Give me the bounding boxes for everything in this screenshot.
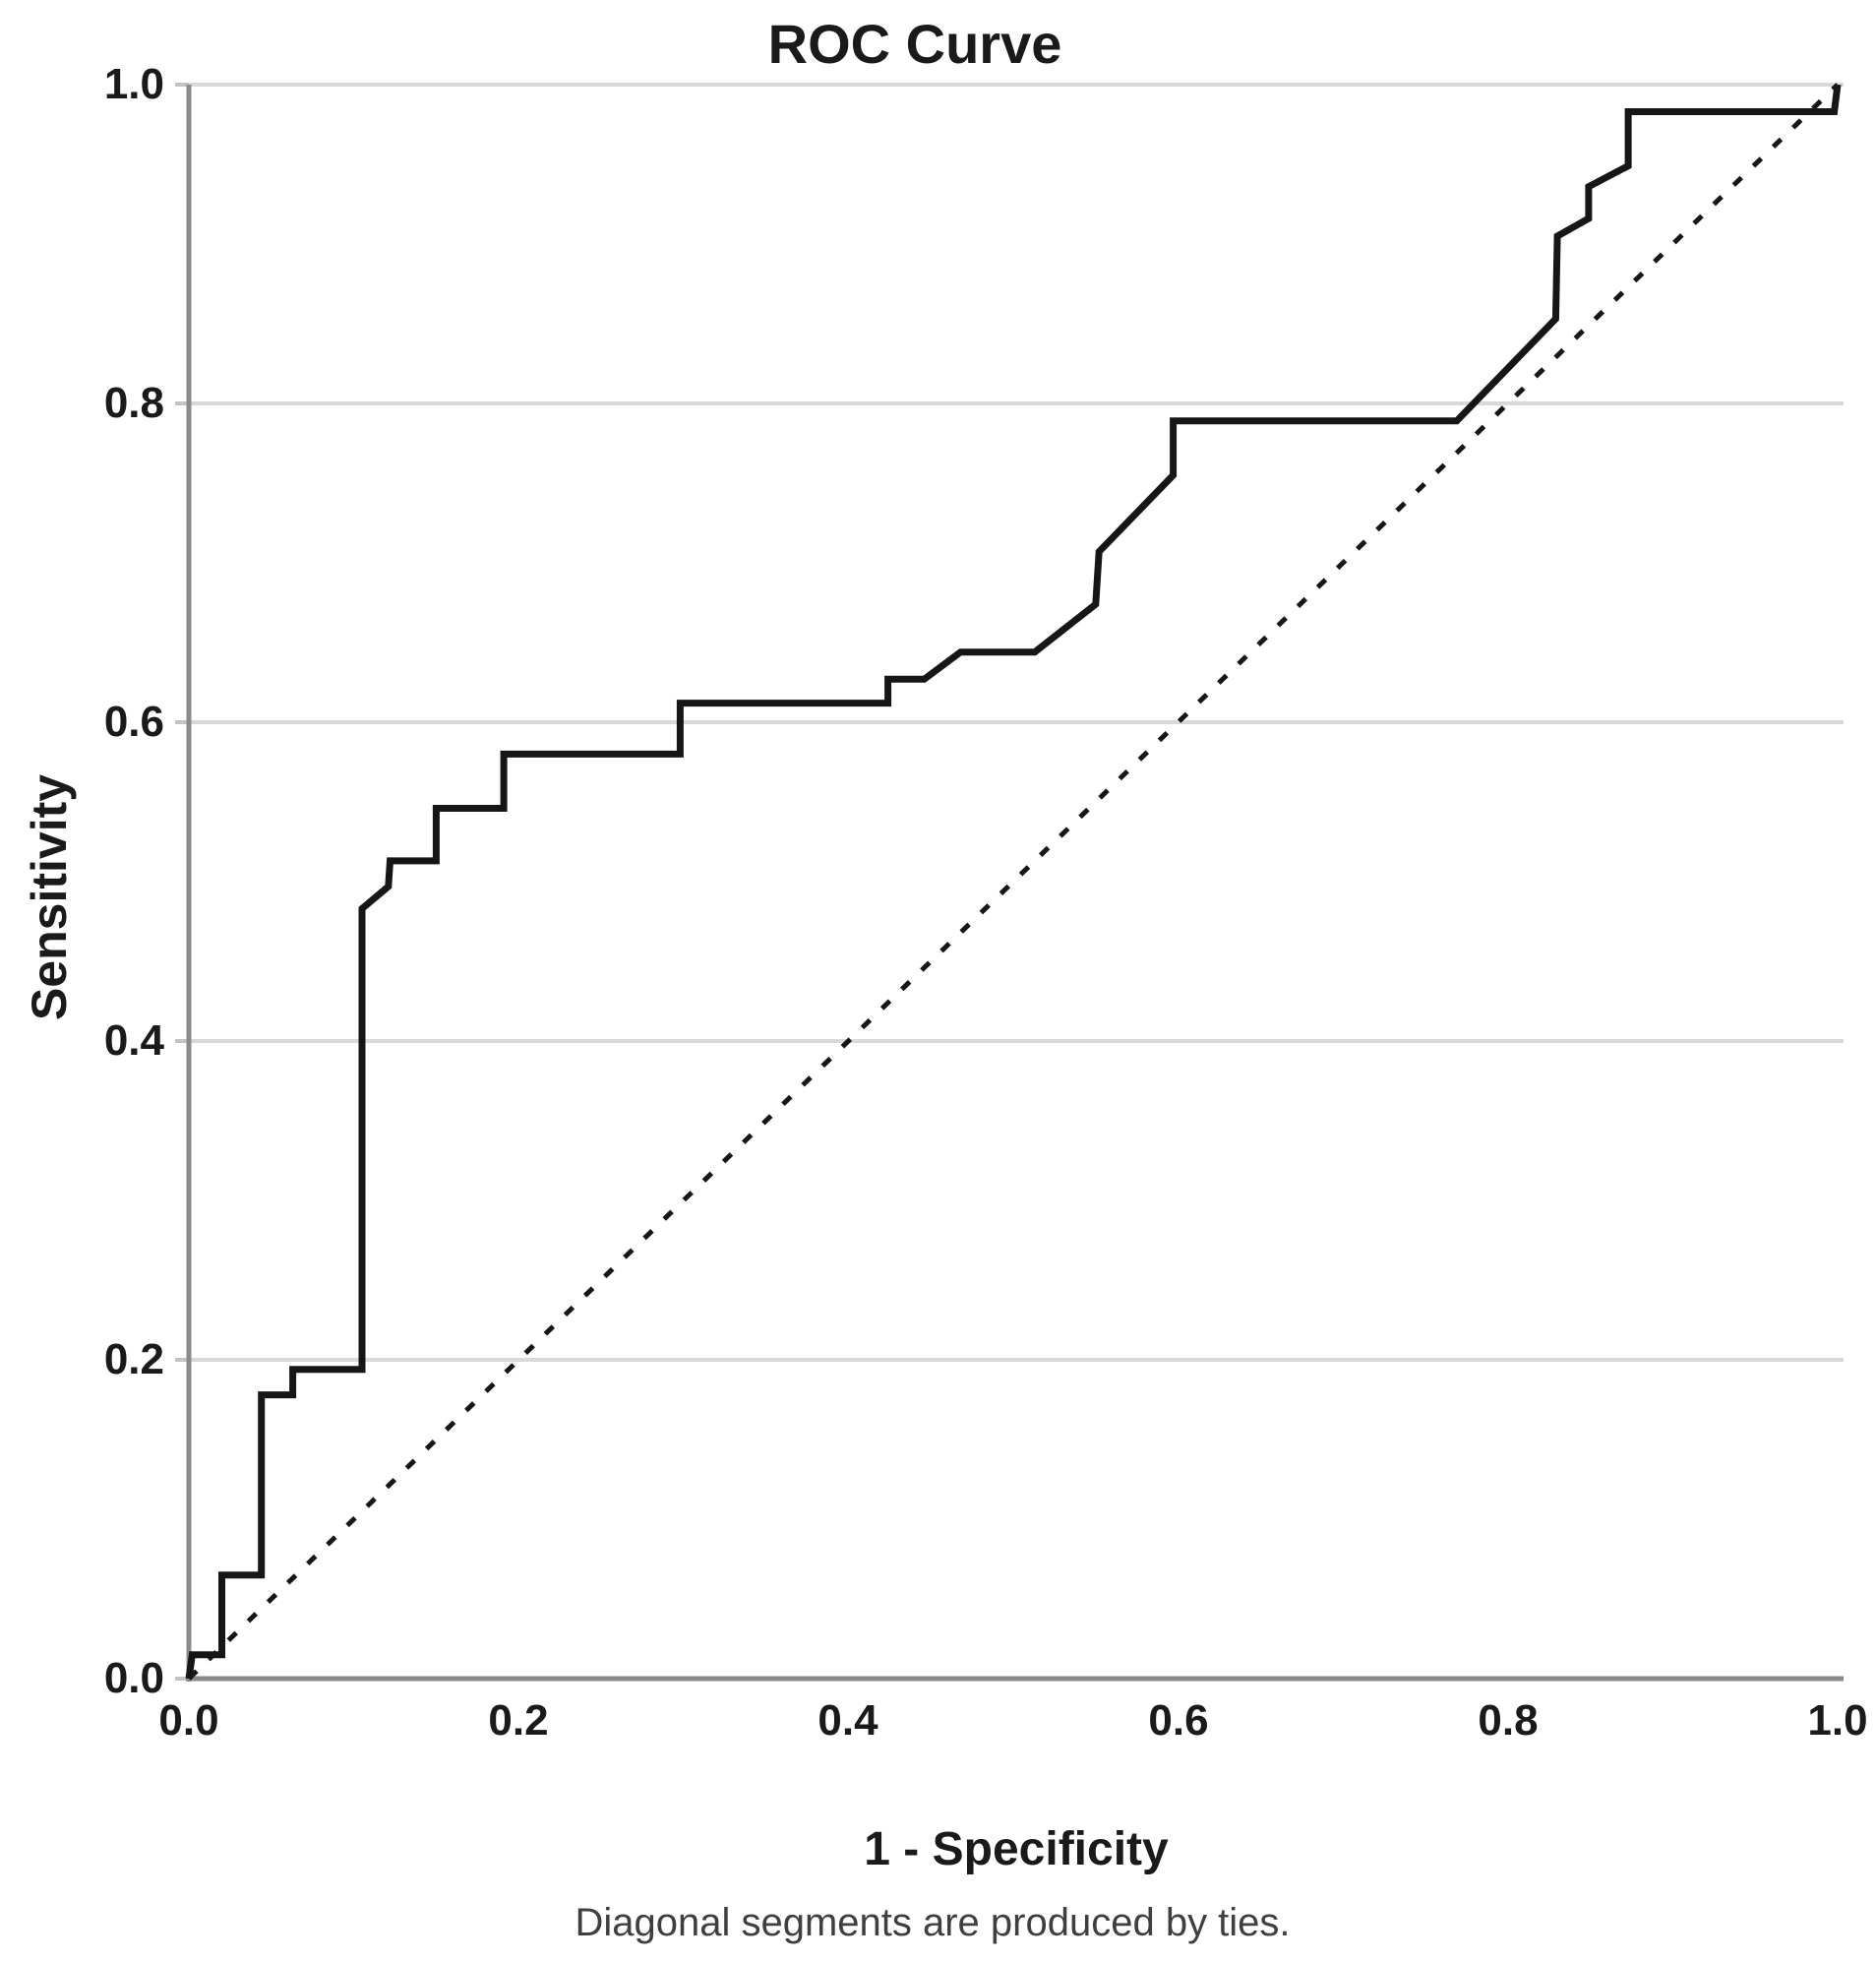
chart-title: ROC Curve [767, 13, 1062, 75]
roc-curve-line [185, 84, 1842, 1680]
x-tick-label-0.2: 0.2 [488, 1696, 549, 1745]
x-tick-label-0.4: 0.4 [817, 1696, 878, 1745]
y-tick-label-0.4: 0.4 [103, 1016, 164, 1065]
x-axis-label: 1 - Specificity [864, 1823, 1169, 1875]
y-axis-label: Sensitivity [22, 773, 77, 1021]
chart-footnote: Diagonal segments are produced by ties. [575, 1901, 1291, 1944]
y-tick-label-0.6: 0.6 [103, 698, 164, 746]
reference-diagonal-line [187, 83, 1840, 1681]
y-tick-label-0.0: 0.0 [103, 1654, 164, 1702]
x-tick-label-1.0: 1.0 [1807, 1696, 1868, 1745]
y-tick-label-1.0: 1.0 [103, 60, 164, 108]
y-tick-label-0.8: 0.8 [103, 379, 164, 427]
x-tick-label-0.0: 0.0 [158, 1696, 219, 1745]
x-tick-label-0.8: 0.8 [1478, 1696, 1539, 1745]
x-tick-label-0.6: 0.6 [1148, 1696, 1209, 1745]
y-tick-label-0.2: 0.2 [103, 1335, 164, 1383]
